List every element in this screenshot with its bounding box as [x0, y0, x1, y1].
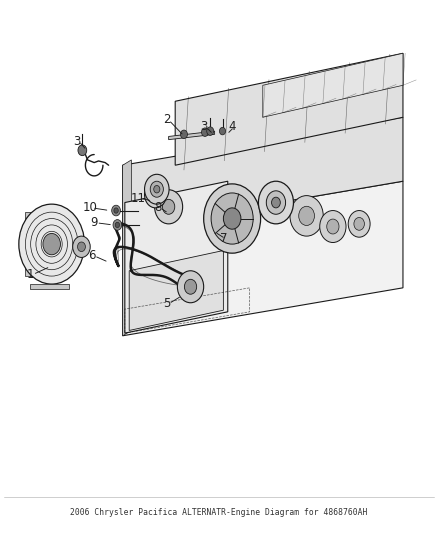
Text: 6: 6	[88, 249, 96, 262]
Text: 4: 4	[228, 120, 236, 133]
Circle shape	[114, 208, 118, 213]
Circle shape	[151, 189, 160, 200]
Polygon shape	[175, 53, 403, 165]
Circle shape	[201, 128, 208, 136]
Circle shape	[266, 191, 286, 214]
Circle shape	[43, 233, 60, 255]
Text: 10: 10	[82, 201, 97, 214]
Polygon shape	[123, 181, 403, 336]
Polygon shape	[129, 251, 223, 330]
Circle shape	[19, 204, 85, 284]
Circle shape	[211, 193, 253, 244]
Circle shape	[299, 206, 314, 225]
Circle shape	[354, 217, 364, 230]
Circle shape	[320, 211, 346, 243]
Polygon shape	[263, 53, 403, 117]
Circle shape	[348, 211, 370, 237]
Circle shape	[150, 181, 163, 197]
Text: 9: 9	[90, 216, 98, 229]
Text: 5: 5	[163, 297, 170, 310]
Polygon shape	[169, 131, 215, 140]
Circle shape	[184, 279, 197, 294]
Circle shape	[145, 174, 169, 204]
Circle shape	[145, 181, 166, 208]
Circle shape	[219, 127, 226, 135]
Polygon shape	[125, 181, 228, 333]
Circle shape	[327, 219, 339, 234]
Circle shape	[162, 199, 175, 214]
Circle shape	[78, 242, 85, 252]
Circle shape	[155, 190, 183, 224]
Text: 3: 3	[73, 135, 80, 148]
Text: 1: 1	[27, 268, 35, 281]
Circle shape	[177, 271, 204, 303]
Circle shape	[113, 220, 122, 230]
Text: 2: 2	[162, 114, 170, 126]
Circle shape	[272, 197, 280, 208]
Polygon shape	[30, 284, 69, 289]
Circle shape	[290, 196, 323, 236]
Polygon shape	[25, 212, 34, 276]
Circle shape	[154, 185, 160, 193]
Circle shape	[73, 236, 90, 257]
Text: 7: 7	[219, 232, 227, 245]
Text: 3: 3	[200, 120, 207, 133]
Circle shape	[115, 222, 120, 228]
Text: 8: 8	[154, 201, 161, 214]
Circle shape	[112, 205, 120, 216]
Circle shape	[180, 130, 187, 139]
Polygon shape	[123, 117, 403, 229]
Circle shape	[223, 208, 241, 229]
Text: 11: 11	[131, 192, 145, 205]
Circle shape	[207, 127, 214, 135]
Text: 2006 Chrysler Pacifica ALTERNATR-Engine Diagram for 4868760AH: 2006 Chrysler Pacifica ALTERNATR-Engine …	[71, 508, 367, 517]
Circle shape	[258, 181, 293, 224]
Circle shape	[78, 145, 87, 156]
Polygon shape	[123, 160, 131, 336]
Circle shape	[204, 184, 261, 253]
